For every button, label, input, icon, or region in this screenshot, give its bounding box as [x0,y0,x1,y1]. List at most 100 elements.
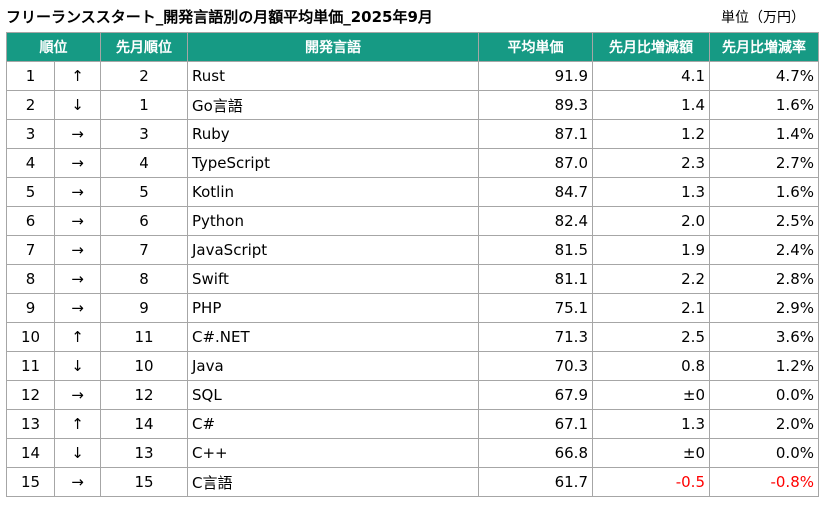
avg-price-cell: 70.3 [478,351,593,381]
table-row: 11 ↓ 10 Java 70.3 0.8 1.2% [6,351,819,381]
avg-price-cell: 75.1 [478,293,593,323]
table-row: 9 → 9 PHP 75.1 2.1 2.9% [6,293,819,323]
header-mom-rate: 先月比増減率 [709,32,819,62]
table-row: 5 → 5 Kotlin 84.7 1.3 1.6% [6,177,819,207]
rank-cell: 14 [6,438,55,468]
avg-price-cell: 81.1 [478,264,593,294]
mom-change-cell: 0.8 [592,351,710,381]
mom-rate-cell: 0.0% [709,380,819,410]
prev-rank-cell: 1 [100,90,188,120]
mom-change-cell: ±0 [592,438,710,468]
avg-price-cell: 82.4 [478,206,593,236]
table-row: 10 ↑ 11 C#.NET 71.3 2.5 3.6% [6,322,819,352]
mom-change-cell: ±0 [592,380,710,410]
prev-rank-cell: 8 [100,264,188,294]
prev-rank-cell: 14 [100,409,188,439]
mom-change-cell: 1.9 [592,235,710,265]
rank-cell: 1 [6,61,55,91]
mom-change-cell: 1.3 [592,409,710,439]
trend-arrow-icon: → [54,380,101,410]
header-rank: 順位 [6,32,101,62]
avg-price-cell: 87.0 [478,148,593,178]
mom-change-cell: 2.0 [592,206,710,236]
table-row: 1 ↑ 2 Rust 91.9 4.1 4.7% [6,61,819,91]
table-row: 4 → 4 TypeScript 87.0 2.3 2.7% [6,148,819,178]
mom-change-cell: 4.1 [592,61,710,91]
rank-cell: 11 [6,351,55,381]
header-language: 開発言語 [187,32,479,62]
mom-rate-cell: 1.6% [709,90,819,120]
avg-price-cell: 66.8 [478,438,593,468]
mom-change-cell: 1.4 [592,90,710,120]
trend-arrow-icon: → [54,235,101,265]
table-row: 2 ↓ 1 Go言語 89.3 1.4 1.6% [6,90,819,120]
rank-cell: 4 [6,148,55,178]
table-row: 8 → 8 Swift 81.1 2.2 2.8% [6,264,819,294]
prev-rank-cell: 5 [100,177,188,207]
mom-rate-cell: 1.6% [709,177,819,207]
mom-rate-cell: 1.4% [709,119,819,149]
language-cell: C++ [187,438,479,468]
table-row: 14 ↓ 13 C++ 66.8 ±0 0.0% [6,438,819,468]
trend-arrow-icon: ↓ [54,438,101,468]
trend-arrow-icon: → [54,119,101,149]
mom-change-cell: -0.5 [592,467,710,497]
trend-arrow-icon: → [54,293,101,323]
avg-price-cell: 67.9 [478,380,593,410]
trend-arrow-icon: ↑ [54,61,101,91]
language-cell: C言語 [187,467,479,497]
mom-rate-cell: 2.4% [709,235,819,265]
avg-price-cell: 84.7 [478,177,593,207]
prev-rank-cell: 10 [100,351,188,381]
avg-price-cell: 81.5 [478,235,593,265]
trend-arrow-icon: → [54,177,101,207]
language-cell: Rust [187,61,479,91]
header-prev-rank: 先月順位 [100,32,188,62]
rank-cell: 6 [6,206,55,236]
prev-rank-cell: 4 [100,148,188,178]
mom-rate-cell: 2.9% [709,293,819,323]
language-cell: C# [187,409,479,439]
table-body: 1 ↑ 2 Rust 91.9 4.1 4.7% 2 ↓ 1 Go言語 89.3 1.4 1.6% 3 → 3 R… [6,61,819,497]
header-mom-change: 先月比増減額 [592,32,710,62]
language-cell: Swift [187,264,479,294]
mom-change-cell: 2.1 [592,293,710,323]
mom-rate-cell: 2.0% [709,409,819,439]
rank-cell: 15 [6,467,55,497]
mom-rate-cell: -0.8% [709,467,819,497]
table-header-row: 順位 先月順位 開発言語 平均単価 先月比増減額 先月比増減率 [6,32,819,62]
trend-arrow-icon: → [54,264,101,294]
prev-rank-cell: 2 [100,61,188,91]
rank-cell: 2 [6,90,55,120]
rank-cell: 8 [6,264,55,294]
language-cell: Java [187,351,479,381]
mom-rate-cell: 1.2% [709,351,819,381]
mom-rate-cell: 3.6% [709,322,819,352]
header-avg-price: 平均単価 [478,32,593,62]
table-row: 6 → 6 Python 82.4 2.0 2.5% [6,206,819,236]
avg-price-cell: 91.9 [478,61,593,91]
language-cell: Kotlin [187,177,479,207]
trend-arrow-icon: → [54,467,101,497]
prev-rank-cell: 11 [100,322,188,352]
mom-rate-cell: 4.7% [709,61,819,91]
avg-price-cell: 71.3 [478,322,593,352]
rank-cell: 7 [6,235,55,265]
mom-change-cell: 2.3 [592,148,710,178]
page-title: フリーランススタート_開発言語別の月額平均単価_2025年9月 [6,8,433,26]
trend-arrow-icon: → [54,148,101,178]
prev-rank-cell: 15 [100,467,188,497]
avg-price-cell: 87.1 [478,119,593,149]
trend-arrow-icon: ↓ [54,90,101,120]
avg-price-cell: 67.1 [478,409,593,439]
trend-arrow-icon: ↑ [54,322,101,352]
prev-rank-cell: 12 [100,380,188,410]
rank-cell: 9 [6,293,55,323]
trend-arrow-icon: ↓ [54,351,101,381]
table-row: 3 → 3 Ruby 87.1 1.2 1.4% [6,119,819,149]
mom-rate-cell: 2.7% [709,148,819,178]
prev-rank-cell: 9 [100,293,188,323]
mom-rate-cell: 2.8% [709,264,819,294]
rank-cell: 3 [6,119,55,149]
mom-change-cell: 2.2 [592,264,710,294]
